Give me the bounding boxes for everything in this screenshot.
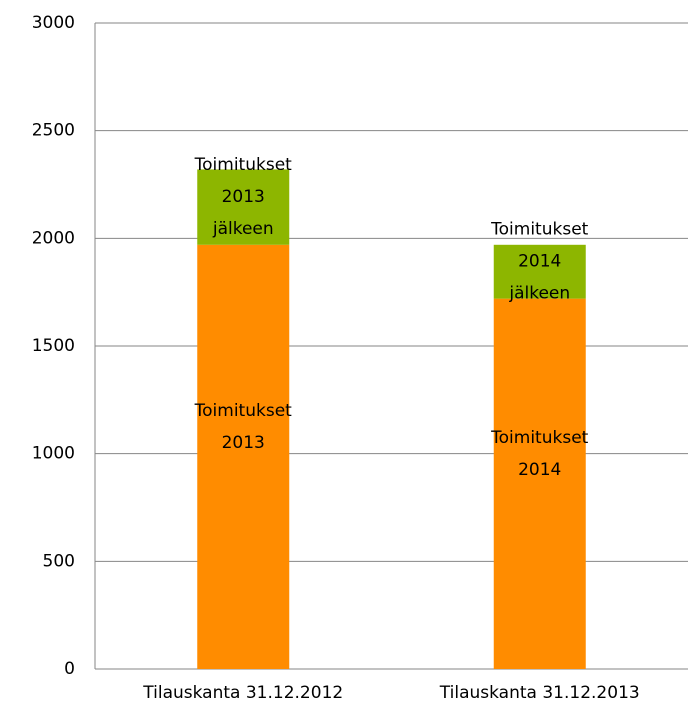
y-tick-label: 3000	[32, 13, 75, 33]
y-tick-label: 1000	[32, 444, 75, 464]
segment-label-line: 2014	[518, 252, 561, 272]
segment-label: Toimitukset 2014	[490, 428, 589, 480]
y-tick-label: 500	[43, 551, 75, 571]
segment-label-line: 2014	[518, 460, 561, 480]
bar-segment	[197, 169, 290, 245]
segment-label: Toimitukset 2014 jälkeen	[490, 220, 589, 304]
segment-label-line: Toimitukset	[490, 428, 589, 448]
segment-label: Toimitukset 2013	[194, 401, 293, 453]
segment-label-line: Toimitukset	[194, 401, 293, 421]
segment-label-line: Toimitukset	[490, 220, 589, 240]
bar-segment	[197, 244, 290, 669]
segment-label: Toimitukset 2013 jälkeen	[194, 155, 293, 239]
y-tick-label: 1500	[32, 336, 75, 356]
bar-segment	[493, 298, 586, 669]
segment-label-line: 2013	[222, 187, 265, 207]
x-tick-label: Tilauskanta 31.12.2012	[142, 683, 343, 703]
bar-segment	[493, 244, 586, 299]
y-tick-label: 2000	[32, 228, 75, 248]
y-tick-label: 2500	[32, 121, 75, 141]
y-tick-label: 0	[64, 659, 75, 679]
segment-label-line: jälkeen	[508, 284, 570, 304]
segment-label-line: 2013	[222, 433, 265, 453]
x-tick-label: Tilauskanta 31.12.2013	[439, 683, 640, 703]
segment-label-line: Toimitukset	[194, 155, 293, 175]
segment-label-line: jälkeen	[212, 219, 274, 239]
